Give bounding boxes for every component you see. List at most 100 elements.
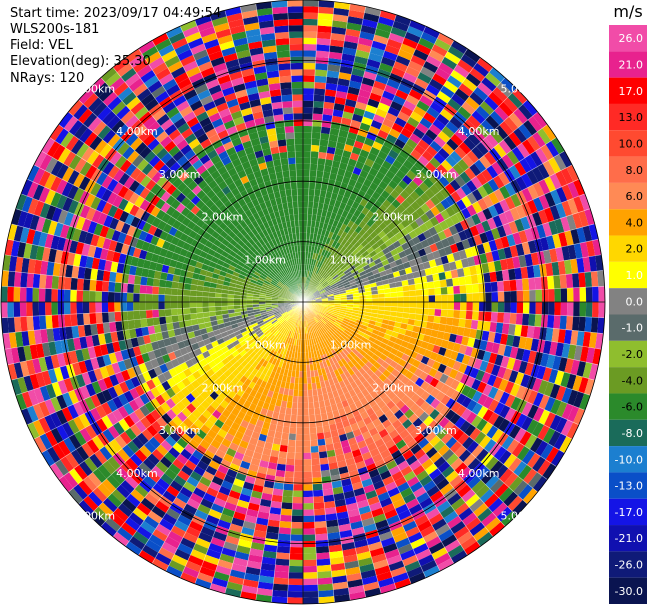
ppi-gate bbox=[291, 312, 297, 318]
ppi-gate bbox=[189, 423, 201, 435]
ppi-gate bbox=[258, 433, 268, 442]
ppi-gate bbox=[379, 254, 388, 263]
ppi-gate bbox=[403, 302, 410, 308]
ppi-gate bbox=[428, 288, 435, 296]
ppi-gate bbox=[340, 302, 348, 305]
ppi-gate bbox=[224, 587, 242, 598]
ppi-gate bbox=[320, 292, 327, 297]
ppi-gate bbox=[196, 307, 203, 314]
ppi-gate bbox=[1, 317, 9, 334]
ppi-gate bbox=[554, 302, 561, 316]
ppi-gate bbox=[279, 318, 286, 325]
ppi-gate bbox=[436, 330, 445, 340]
ppi-gate bbox=[261, 315, 269, 320]
ppi-gate bbox=[331, 356, 338, 364]
ppi-gate bbox=[397, 302, 404, 308]
ppi-gate bbox=[280, 310, 287, 315]
ppi-gate bbox=[325, 258, 331, 266]
ppi-gate bbox=[471, 444, 484, 458]
ppi-gate bbox=[356, 254, 365, 262]
ppi-gate bbox=[151, 505, 166, 519]
ppi-gate bbox=[148, 534, 165, 548]
ppi-gate bbox=[303, 100, 314, 108]
ppi-gate bbox=[518, 104, 533, 120]
ppi-gate bbox=[400, 105, 414, 117]
ppi-gate bbox=[13, 302, 21, 318]
ppi-gate bbox=[344, 286, 352, 291]
ppi-gate bbox=[346, 324, 354, 331]
ppi-gate bbox=[359, 304, 366, 309]
ppi-gate bbox=[271, 328, 278, 335]
ppi-gate bbox=[262, 421, 271, 430]
ppi-gate bbox=[134, 408, 146, 421]
ppi-gate bbox=[425, 463, 438, 476]
ppi-gate bbox=[461, 101, 476, 115]
ppi-gate bbox=[405, 398, 416, 409]
ppi-gate bbox=[310, 439, 319, 447]
ppi-gate bbox=[263, 279, 271, 285]
ppi-gate bbox=[311, 464, 321, 472]
ppi-gate bbox=[308, 319, 313, 326]
ppi-gate bbox=[165, 387, 176, 399]
ppi-gate bbox=[233, 451, 245, 461]
ppi-gate bbox=[132, 227, 143, 239]
ppi-gate bbox=[340, 117, 352, 126]
ppi-gate bbox=[115, 371, 125, 384]
ppi-gate bbox=[303, 31, 318, 39]
ppi-gate bbox=[428, 336, 437, 345]
ppi-gate bbox=[1, 302, 8, 318]
ppi-gate bbox=[254, 405, 263, 414]
ppi-gate bbox=[407, 60, 423, 73]
ppi-gate bbox=[323, 332, 329, 339]
ppi-gate bbox=[77, 325, 86, 338]
ppi-gate bbox=[464, 345, 474, 357]
ppi-gate bbox=[345, 250, 352, 258]
ppi-gate bbox=[420, 390, 431, 401]
ppi-gate bbox=[229, 238, 238, 247]
ppi-gate bbox=[231, 368, 240, 377]
ppi-gate bbox=[319, 278, 326, 285]
ppi-gate bbox=[7, 317, 16, 333]
ppi-gate bbox=[303, 151, 311, 158]
ppi-gate bbox=[469, 427, 482, 441]
ppi-gate bbox=[281, 311, 288, 316]
ppi-gate bbox=[380, 449, 392, 459]
ppi-gate bbox=[441, 125, 455, 139]
ppi-gate bbox=[496, 312, 505, 324]
ppi-gate bbox=[112, 251, 121, 263]
ppi-gate bbox=[507, 92, 523, 109]
ppi-gate bbox=[145, 412, 157, 425]
ppi-gate bbox=[334, 148, 344, 157]
ppi-gate bbox=[129, 471, 144, 485]
ppi-gate bbox=[327, 204, 335, 213]
ppi-gate bbox=[521, 387, 533, 402]
ppi-gate bbox=[23, 243, 33, 259]
ppi-gate bbox=[332, 341, 339, 348]
ppi-gate bbox=[26, 302, 33, 317]
ppi-gate bbox=[359, 511, 373, 521]
ppi-gate bbox=[258, 276, 265, 283]
ppi-gate bbox=[168, 559, 186, 573]
ppi-gate bbox=[215, 491, 229, 502]
ppi-gate bbox=[509, 207, 521, 221]
ppi-gate bbox=[184, 319, 193, 327]
ppi-gate bbox=[106, 191, 118, 205]
ppi-gate bbox=[316, 432, 325, 440]
ppi-gate bbox=[514, 324, 523, 337]
ppi-gate bbox=[33, 329, 43, 345]
ppi-gate bbox=[234, 353, 243, 361]
ppi-gate bbox=[252, 302, 260, 305]
ppi-gate bbox=[117, 142, 131, 156]
ppi-gate bbox=[167, 419, 179, 432]
ppi-gate bbox=[190, 313, 198, 320]
ppi-gate bbox=[326, 449, 336, 458]
ppi-gate bbox=[283, 335, 288, 343]
ppi-gate bbox=[328, 351, 335, 359]
ppi-gate bbox=[101, 280, 110, 292]
ppi-gate bbox=[263, 329, 271, 336]
ppi-gate bbox=[582, 225, 593, 242]
ppi-gate bbox=[23, 345, 33, 361]
ppi-gate bbox=[278, 360, 284, 368]
ppi-gate bbox=[183, 226, 193, 236]
ppi-gate bbox=[256, 439, 266, 448]
